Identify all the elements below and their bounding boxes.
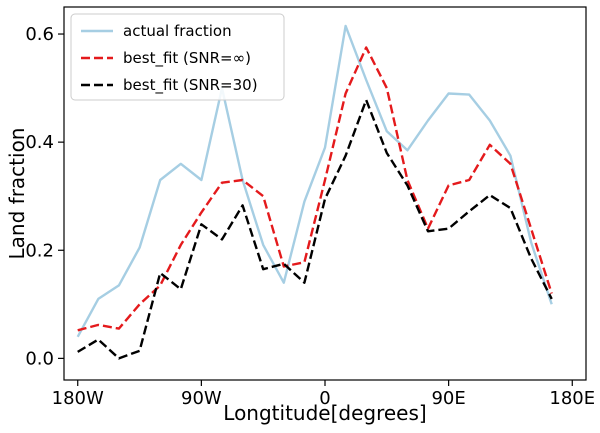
x-tick-label: 90E — [431, 388, 465, 409]
x-tick-label: 0 — [319, 388, 330, 409]
series-line-1 — [76, 24, 553, 338]
legend: actual fraction best_fit (SNR=∞) best_fit … — [70, 13, 285, 101]
y-tick-label: 0.0 — [25, 348, 54, 369]
legend-label-2: best_fit (SNR=∞) — [123, 49, 251, 68]
x-tick-label: 180W — [52, 388, 104, 409]
series-line-3 — [77, 98, 553, 360]
x-tick-label: 180E — [549, 388, 595, 409]
y-tick-label: 0.4 — [25, 132, 54, 153]
legend-label-3: best_fit (SNR=30) — [123, 76, 258, 95]
x-axis-label: Longtitude[degrees] — [223, 401, 426, 425]
x-axis: 180W 90W 0 90E 180E — [52, 380, 595, 409]
y-axis: 0.0 0.2 0.4 0.6 — [25, 24, 64, 369]
plot-area — [76, 24, 553, 360]
y-tick-label: 0.2 — [25, 240, 54, 261]
legend-box — [70, 13, 285, 101]
y-tick-label: 0.6 — [25, 24, 54, 45]
legend-label-1: actual fraction — [123, 22, 232, 40]
x-tick-label: 90W — [181, 388, 222, 409]
y-axis-label: Land fraction — [5, 128, 29, 260]
